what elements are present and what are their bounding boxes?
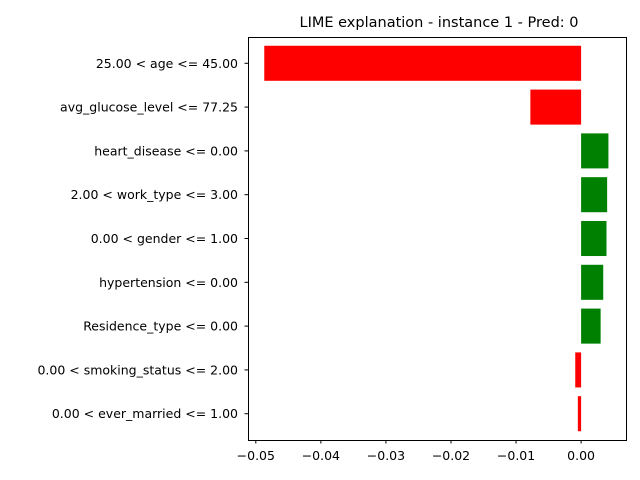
bar-8 bbox=[577, 396, 582, 432]
bar-0 bbox=[264, 45, 582, 81]
y-tick-label: 0.00 < gender <= 1.00 bbox=[91, 231, 238, 246]
y-tick-label: avg_glucose_level <= 77.25 bbox=[60, 100, 238, 115]
y-tick-label: Residence_type <= 0.00 bbox=[83, 319, 238, 334]
bar-1 bbox=[530, 89, 582, 125]
y-tick-labels: 25.00 < age <= 45.00 avg_glucose_level <=… bbox=[37, 56, 248, 421]
bar-7 bbox=[575, 352, 582, 388]
y-tick-label: hypertension <= 0.00 bbox=[99, 275, 238, 290]
x-tick-label: 0.00 bbox=[567, 448, 595, 463]
bar-2 bbox=[581, 133, 609, 169]
y-tick-label: 25.00 < age <= 45.00 bbox=[96, 56, 238, 71]
bars-group bbox=[264, 45, 609, 432]
x-tick-label: −0.02 bbox=[432, 448, 470, 463]
y-tick-label: 0.00 < smoking_status <= 2.00 bbox=[37, 362, 238, 377]
x-tick-label: −0.04 bbox=[302, 448, 340, 463]
y-tick-label: 0.00 < ever_married <= 1.00 bbox=[52, 406, 238, 421]
x-tick-label: −0.05 bbox=[237, 448, 275, 463]
x-axis: −0.05 −0.04 −0.03 −0.02 −0.01 0.00 bbox=[237, 440, 595, 463]
bar-6 bbox=[581, 308, 601, 344]
bar-5 bbox=[581, 264, 604, 300]
chart-title: LIME explanation - instance 1 - Pred: 0 bbox=[300, 15, 579, 31]
y-tick-label: 2.00 < work_type <= 3.00 bbox=[71, 187, 238, 202]
plot-frame bbox=[248, 37, 627, 441]
bar-3 bbox=[581, 177, 608, 213]
bar-4 bbox=[581, 220, 607, 257]
x-tick-label: −0.03 bbox=[367, 448, 405, 463]
y-tick-label: heart_disease <= 0.00 bbox=[94, 143, 238, 158]
x-tick-label: −0.01 bbox=[497, 448, 535, 463]
